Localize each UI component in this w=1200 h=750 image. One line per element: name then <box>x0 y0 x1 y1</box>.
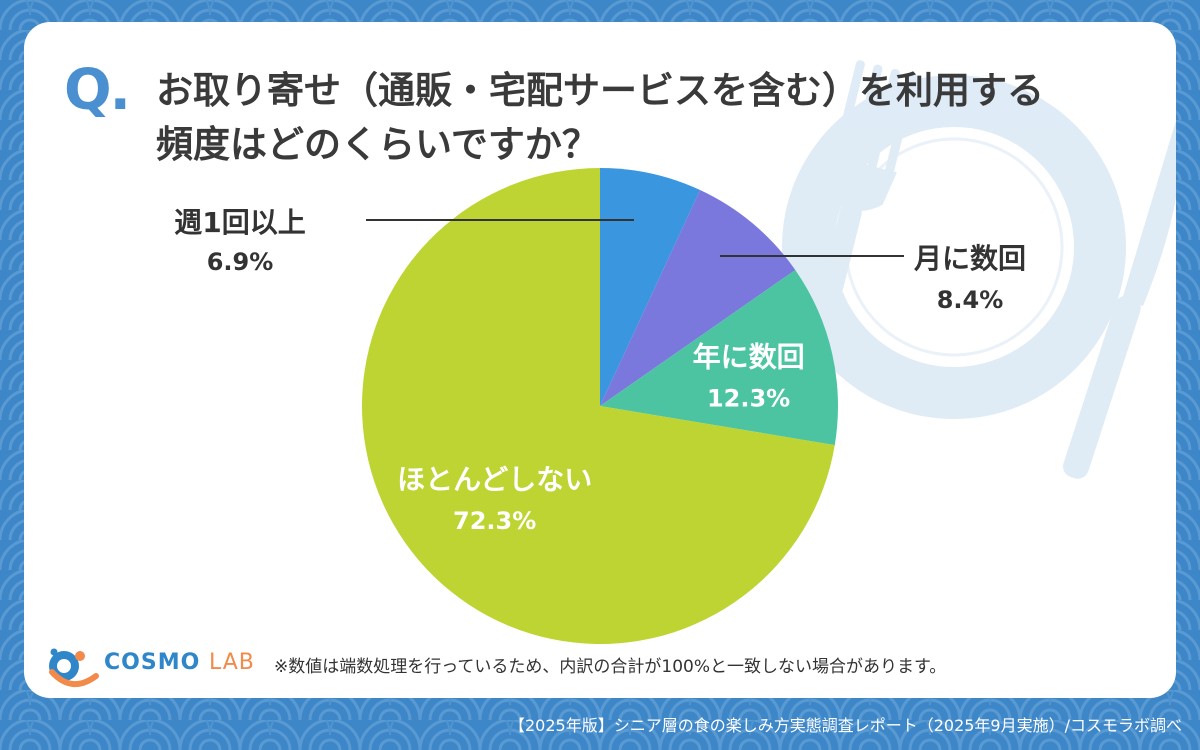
slice-value-2: 12.3% <box>707 385 790 413</box>
rounding-note: ※数値は端数処理を行っているため、内訳の合計が100%と一致しない場合があります… <box>274 657 947 677</box>
knife-icon <box>1063 117 1176 479</box>
pie-chart: 週1回以上 6.9% 月に数回 8.4% 年に数回 12.3% ほとんどしない 72.3% <box>174 168 1026 644</box>
question-line-2: 頻度はどのくらいですか？ <box>156 123 599 166</box>
question-text: お取り寄せ（通販・宅配サービスを含む）を利用する 頻度はどのくらいですか？ <box>156 64 1156 172</box>
pie-slice-3 <box>362 168 835 644</box>
content-card: Q. お取り寄せ（通販・宅配サービスを含む）を利用する 頻度はどのくらいですか？… <box>24 22 1176 698</box>
logo-wordmark: COSMO LAB <box>104 650 255 675</box>
slice-label-0: 週1回以上 <box>174 206 305 239</box>
logo-mark-icon <box>49 648 99 687</box>
pie-slice-0 <box>600 168 701 406</box>
slice-value-3: 72.3% <box>453 507 536 535</box>
plate-inner <box>834 127 1074 367</box>
logo-lab: LAB <box>208 650 255 675</box>
logo-cosmo: COSMO <box>104 650 201 675</box>
pie-slice-1 <box>600 190 796 406</box>
slice-label-1: 月に数回 <box>913 242 1026 275</box>
slice-label-3: ほとんどしない <box>397 463 592 496</box>
question-mark-label: Q. <box>64 58 131 123</box>
pie-slice-2 <box>600 269 839 446</box>
question-line-1: お取り寄せ（通販・宅配サービスを含む）を利用する <box>156 69 1044 112</box>
slice-value-1: 8.4% <box>937 286 1004 314</box>
source-footer: 【2025年版】シニア層の食の楽しみ方実態調査レポート（2025年9月実施）/コ… <box>508 716 1182 735</box>
slice-value-0: 6.9% <box>207 248 274 276</box>
slice-label-2: 年に数回 <box>693 341 805 374</box>
